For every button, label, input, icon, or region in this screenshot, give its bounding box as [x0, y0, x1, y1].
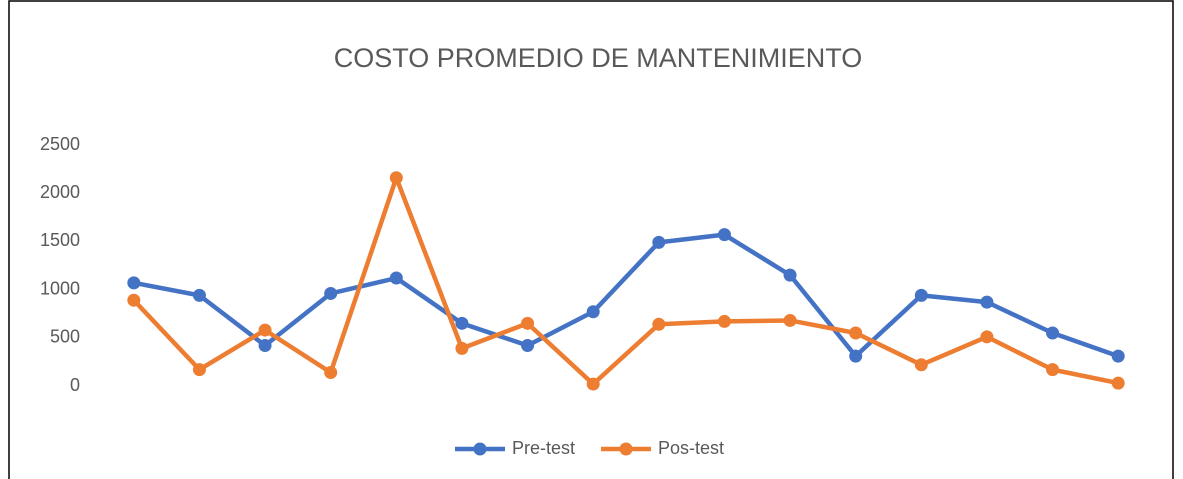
y-tick-label: 2000: [40, 182, 80, 202]
data-point: [192, 288, 206, 302]
y-tick-label: 500: [50, 327, 80, 347]
legend-label: Pos-test: [658, 438, 724, 458]
data-point: [258, 339, 272, 353]
data-point: [980, 295, 994, 309]
data-point: [783, 268, 797, 282]
y-tick-label: 1000: [40, 278, 80, 298]
data-point: [914, 288, 928, 302]
series-line: [132, 175, 1119, 387]
data-point: [127, 293, 141, 307]
y-tick-label: 2500: [40, 134, 80, 154]
legend-label: Pre-test: [512, 438, 575, 458]
data-point: [455, 316, 469, 330]
y-tick-label: 1500: [40, 230, 80, 250]
data-point: [717, 228, 731, 242]
data-point: [1111, 349, 1125, 363]
data-point: [849, 349, 863, 363]
data-point: [324, 366, 338, 380]
data-point: [127, 276, 141, 290]
data-point: [1111, 376, 1125, 390]
data-point: [521, 316, 535, 330]
series-line: [133, 232, 1119, 359]
data-point: [324, 286, 338, 300]
data-point: [914, 358, 928, 372]
data-point: [783, 313, 797, 327]
chart-frame: [8, 0, 1174, 479]
data-point: [652, 235, 666, 249]
data-point: [521, 339, 535, 353]
data-point: [1046, 326, 1060, 340]
chart-title: COSTO PROMEDIO DE MANTENIMIENTO: [334, 43, 863, 73]
data-point: [1046, 363, 1060, 377]
data-point: [717, 314, 731, 328]
data-point: [192, 363, 206, 377]
data-point: [389, 171, 403, 185]
data-point: [586, 377, 600, 391]
y-tick-label: 0: [70, 375, 80, 395]
data-point: [849, 326, 863, 340]
data-point: [586, 305, 600, 319]
data-point: [258, 323, 272, 337]
data-point: [389, 271, 403, 285]
legend-marker: [473, 442, 487, 456]
data-point: [455, 341, 469, 355]
data-point: [980, 330, 994, 344]
legend-marker: [619, 442, 633, 456]
data-point: [652, 317, 666, 331]
